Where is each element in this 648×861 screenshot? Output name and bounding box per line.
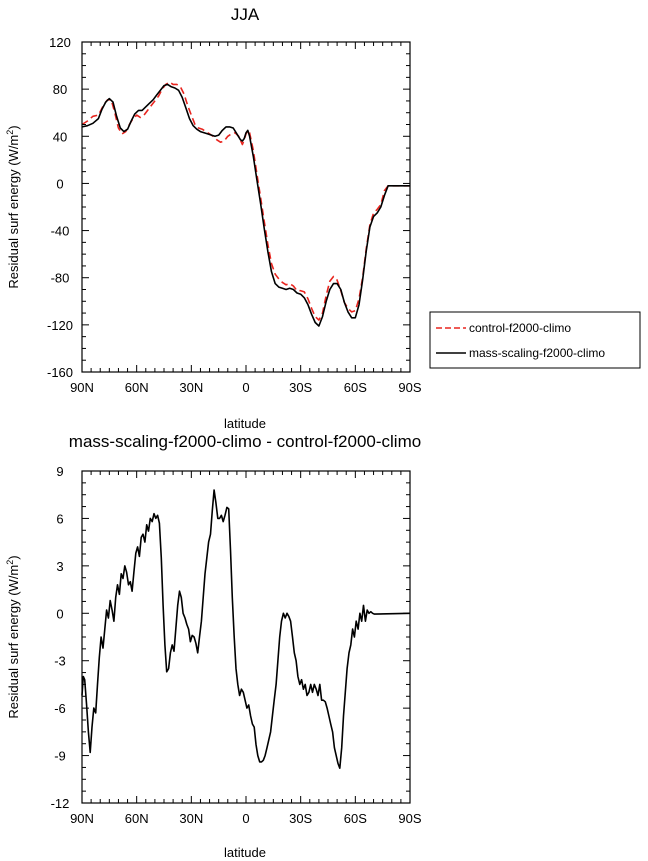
bottom-x-tick-label: 90N: [70, 811, 94, 826]
legend: control-f2000-climo mass-scaling-f2000-c…: [429, 311, 641, 369]
top-plot-area: 90N 60N 30N 0 30S 60S 90S 120 80 40 0 -40 -80 -120 -16…: [47, 35, 422, 395]
top-y-tick-label: -120: [47, 318, 73, 333]
top-x-tick-label: 60S: [344, 380, 367, 395]
top-series-control-f2000-climo: [81, 81, 410, 321]
top-panel: JJA 90N 60N 30N 0 30S 60S 90S 120 80 40 0 -40 -80 -12…: [5, 5, 641, 431]
top-plot-frame: [81, 41, 411, 373]
top-x-tick-label: 90N: [70, 380, 94, 395]
bottom-y-tick-label: -12: [51, 796, 70, 811]
bottom-x-tick-label: 30N: [179, 811, 203, 826]
top-series-mass-scaling-f2000-climo: [81, 83, 410, 327]
bottom-y-axis-label-main: Residual surf energy (W/m: [6, 565, 21, 719]
bottom-panel: mass-scaling-f2000-climo - control-f2000…: [5, 432, 422, 860]
top-x-tick-label: 90S: [398, 380, 421, 395]
bottom-y-tick-label: 9: [56, 464, 63, 479]
top-x-axis-label: latitude: [224, 416, 266, 431]
bottom-y-tick-label: -3: [54, 654, 66, 669]
bottom-y-tick-label: 0: [56, 606, 63, 621]
top-y-axis-label-sup: 2: [5, 130, 15, 135]
top-x-tick-label: 60N: [125, 380, 149, 395]
bottom-x-tick-label: 30S: [289, 811, 312, 826]
bottom-y-axis-label-end: ): [6, 555, 21, 559]
top-x-tick-label: 30N: [179, 380, 203, 395]
top-y-tick-label: 0: [56, 176, 63, 191]
top-y-tick-label: 120: [49, 35, 71, 50]
bottom-chart-title: mass-scaling-f2000-climo - control-f2000…: [69, 432, 421, 451]
bottom-y-tick-label: -6: [54, 701, 66, 716]
legend-label-control: control-f2000-climo: [469, 321, 571, 335]
top-y-tick-label: -160: [47, 365, 73, 380]
bottom-y-tick-label: -9: [54, 749, 66, 764]
bottom-plot-frame: [81, 470, 411, 804]
bottom-x-tick-label: 0: [242, 811, 249, 826]
top-y-axis-label: Residual surf energy (W/m2): [5, 125, 21, 288]
top-chart-title: JJA: [231, 5, 260, 24]
bottom-x-tick-label: 90S: [398, 811, 421, 826]
legend-label-mass-scaling: mass-scaling-f2000-climo: [469, 346, 605, 360]
top-y-axis-label-main: Residual surf energy (W/m: [6, 135, 21, 289]
bottom-plot-area: 90N 60N 30N 0 30S 60S 90S 9 6 3 0 -3 -6 -9 -12: [51, 464, 422, 826]
bottom-x-tick-label: 60S: [344, 811, 367, 826]
bottom-x-axis-label: latitude: [224, 845, 266, 860]
top-y-tick-label: -40: [51, 224, 70, 239]
top-x-tick-label: 30S: [289, 380, 312, 395]
top-y-axis-label-end: ): [6, 125, 21, 129]
bottom-y-axis-label: Residual surf energy (W/m2): [5, 555, 21, 718]
bottom-y-axis-label-sup: 2: [5, 560, 15, 565]
bottom-y-tick-label: 3: [56, 559, 63, 574]
bottom-x-tick-label: 60N: [125, 811, 149, 826]
bottom-series-difference: [81, 489, 411, 769]
top-x-tick-label: 0: [242, 380, 249, 395]
top-y-tick-label: -80: [51, 271, 70, 286]
top-y-tick-label: 40: [53, 129, 67, 144]
bottom-y-tick-label: 6: [56, 511, 63, 526]
top-y-tick-label: 80: [53, 82, 67, 97]
legend-box: [429, 311, 641, 369]
